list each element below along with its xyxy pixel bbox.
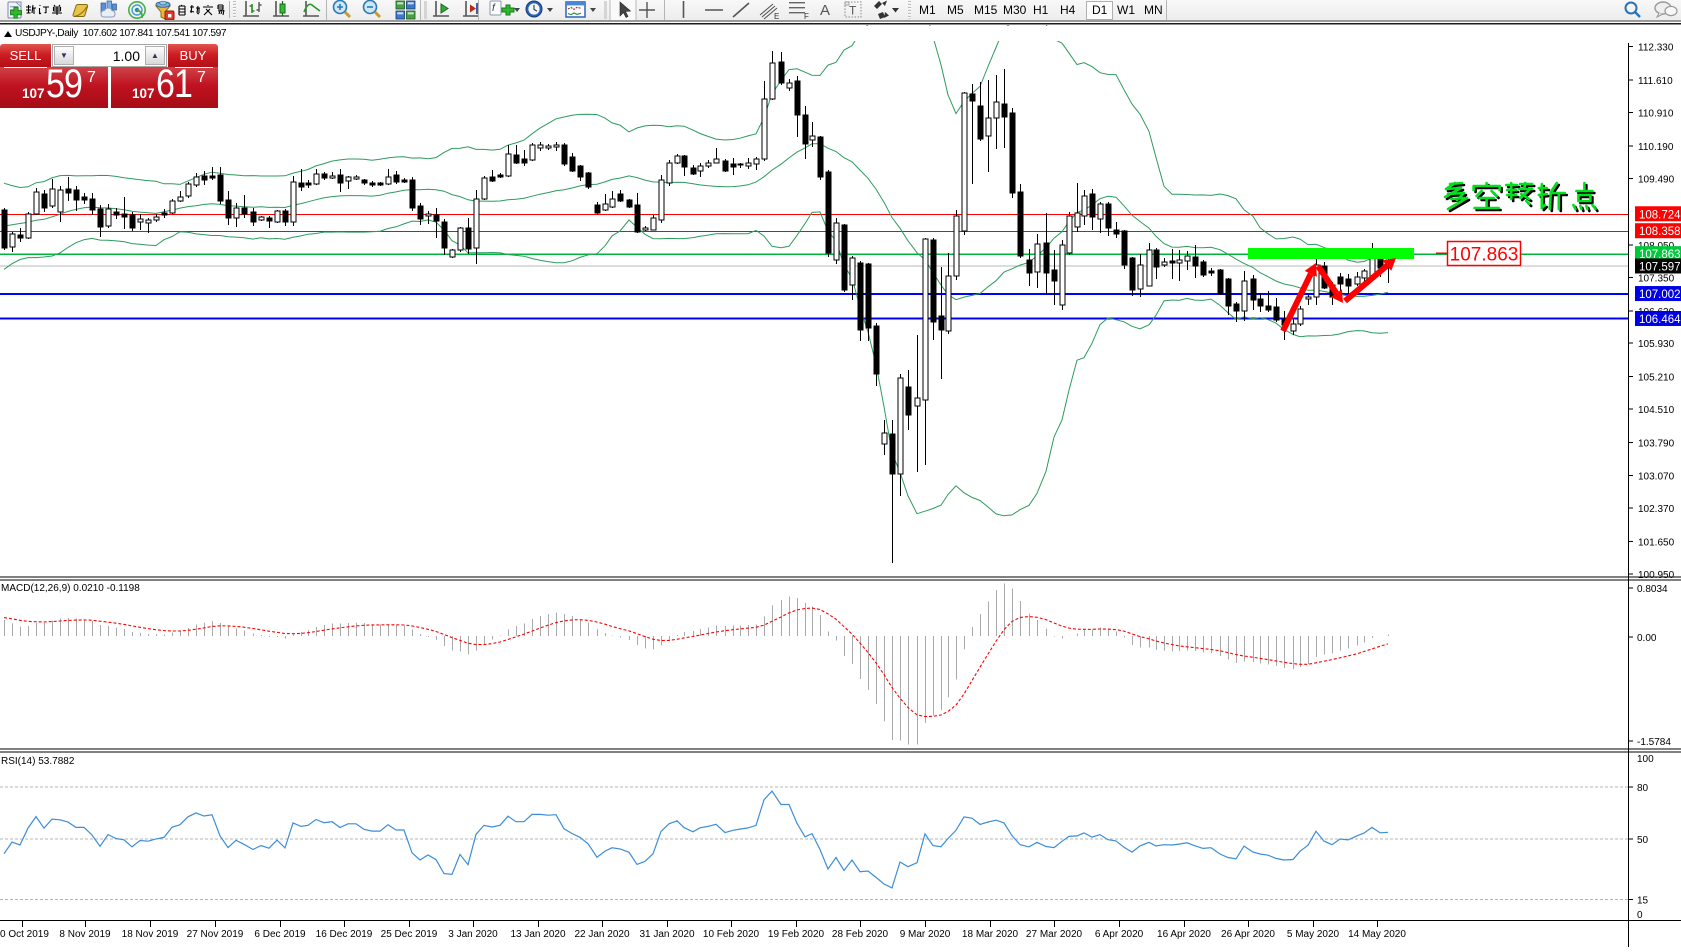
svg-text:109.490: 109.490 [1638, 174, 1675, 185]
svg-text:14 May 2020: 14 May 2020 [1348, 929, 1406, 940]
svg-text:103.790: 103.790 [1638, 438, 1675, 449]
svg-text:26 Apr 2020: 26 Apr 2020 [1221, 929, 1275, 940]
svg-text:27 Nov 2019: 27 Nov 2019 [187, 929, 244, 940]
svg-text:107.597: 107.597 [1639, 261, 1681, 273]
svg-text:F: F [804, 12, 809, 21]
svg-text:107.863: 107.863 [1450, 245, 1519, 266]
svg-text:107.002: 107.002 [1639, 289, 1681, 301]
svg-text:107.350: 107.350 [1638, 273, 1675, 284]
svg-text:80: 80 [1637, 783, 1649, 794]
svg-text:108.724: 108.724 [1639, 209, 1681, 221]
svg-text:104.510: 104.510 [1638, 405, 1675, 416]
svg-text:105.930: 105.930 [1638, 339, 1675, 350]
svg-text:107.863: 107.863 [1639, 249, 1681, 261]
svg-text:22 Jan 2020: 22 Jan 2020 [574, 929, 629, 940]
svg-text:0 Oct 2019: 0 Oct 2019 [0, 929, 49, 940]
svg-text:A: A [820, 2, 830, 19]
svg-text:111.610: 111.610 [1638, 76, 1673, 87]
svg-text:6 Apr 2020: 6 Apr 2020 [1095, 929, 1144, 940]
svg-text:16 Apr 2020: 16 Apr 2020 [1157, 929, 1211, 940]
svg-text:108.358: 108.358 [1639, 226, 1681, 238]
svg-text:50: 50 [1637, 835, 1649, 846]
svg-text:3 Jan 2020: 3 Jan 2020 [448, 929, 498, 940]
svg-text:112.330: 112.330 [1638, 43, 1674, 54]
svg-text:9 Mar 2020: 9 Mar 2020 [900, 929, 951, 940]
svg-text:-1.5784: -1.5784 [1637, 737, 1671, 748]
svg-text:25 Dec 2019: 25 Dec 2019 [381, 929, 438, 940]
svg-text:RSI(14) 53.7882: RSI(14) 53.7882 [1, 756, 75, 767]
svg-text:19 Feb 2020: 19 Feb 2020 [768, 929, 825, 940]
svg-text:0.00: 0.00 [1637, 633, 1657, 644]
svg-text:15: 15 [1637, 896, 1649, 907]
svg-text:E: E [774, 12, 779, 21]
svg-text:13 Jan 2020: 13 Jan 2020 [510, 929, 565, 940]
svg-text:101.650: 101.650 [1638, 538, 1675, 549]
svg-text:103.070: 103.070 [1638, 472, 1675, 483]
svg-text:100: 100 [1637, 754, 1654, 765]
svg-text:110.190: 110.190 [1638, 142, 1674, 153]
svg-text:0: 0 [1637, 910, 1643, 921]
svg-text:6 Dec 2019: 6 Dec 2019 [254, 929, 306, 940]
svg-text:f: f [492, 3, 496, 14]
svg-text:18 Mar 2020: 18 Mar 2020 [962, 929, 1019, 940]
svg-text:105.210: 105.210 [1638, 373, 1675, 384]
svg-text:18 Nov 2019: 18 Nov 2019 [122, 929, 179, 940]
svg-text:102.370: 102.370 [1638, 504, 1675, 515]
svg-text:T: T [849, 4, 857, 18]
svg-text:31 Jan 2020: 31 Jan 2020 [639, 929, 694, 940]
svg-text:27 Mar 2020: 27 Mar 2020 [1026, 929, 1083, 940]
svg-text:100.950: 100.950 [1638, 570, 1675, 581]
svg-text:110.910: 110.910 [1638, 108, 1674, 119]
svg-text:8 Nov 2019: 8 Nov 2019 [59, 929, 111, 940]
svg-text:16 Dec 2019: 16 Dec 2019 [316, 929, 373, 940]
svg-text:106.464: 106.464 [1639, 314, 1681, 326]
svg-text:MACD(12,26,9) 0.0210 -0.1198: MACD(12,26,9) 0.0210 -0.1198 [1, 583, 140, 594]
svg-text:0.8034: 0.8034 [1637, 584, 1668, 595]
svg-text:5 May 2020: 5 May 2020 [1287, 929, 1340, 940]
svg-text:10 Feb 2020: 10 Feb 2020 [703, 929, 760, 940]
svg-text:28 Feb 2020: 28 Feb 2020 [832, 929, 889, 940]
